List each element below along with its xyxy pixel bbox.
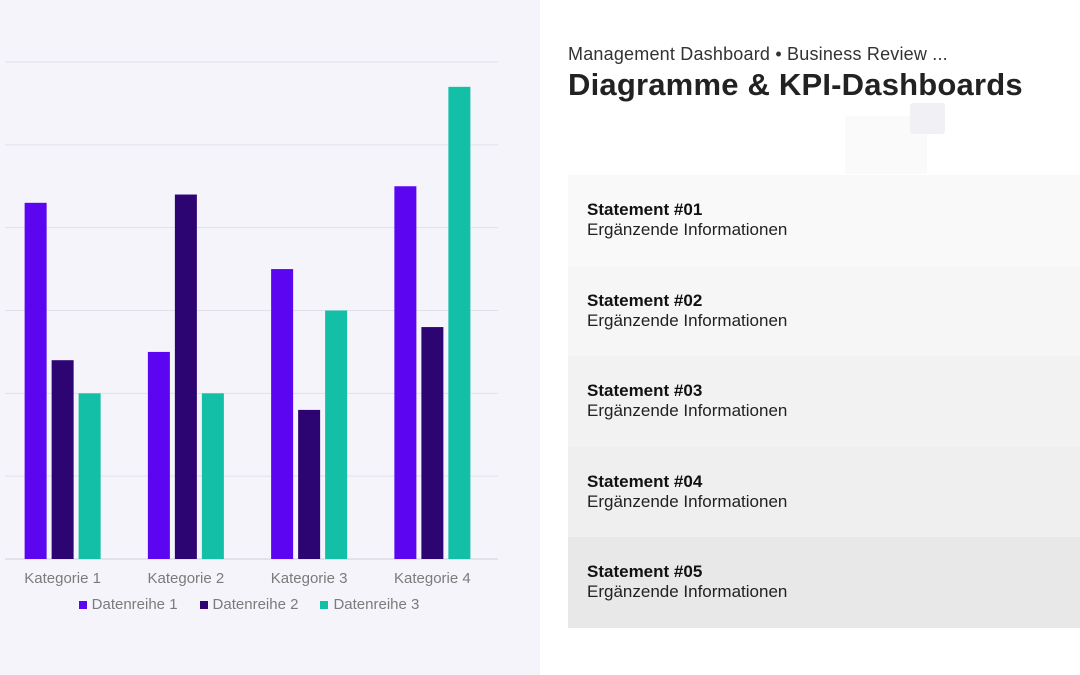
x-tick-label: Kategorie 3 — [271, 570, 348, 587]
bar-chart: Kategorie 1 Kategorie 2 Kategorie 3 Kategor… — [5, 61, 498, 587]
statement-card: Statement #03 Ergänzende Informationen — [568, 356, 1080, 447]
x-tick-label: Kategorie 1 — [24, 570, 101, 587]
statement-subtitle: Ergänzende Informationen — [587, 491, 788, 511]
bar — [394, 186, 417, 559]
x-tick-label: Kategorie 2 — [148, 570, 225, 587]
statement-title: Statement #05 — [587, 562, 703, 582]
statement-subtitle: Ergänzende Informationen — [587, 310, 788, 330]
page-subtitle: Management Dashboard • Business Review .… — [568, 44, 948, 64]
legend-swatch — [320, 600, 329, 609]
bar — [325, 310, 348, 559]
statement-subtitle: Ergänzende Informationen — [587, 582, 788, 602]
bar — [78, 393, 101, 559]
bar — [421, 327, 444, 559]
statement-card: Statement #05 Ergänzende Informationen — [568, 537, 1080, 628]
statement-card: Statement #04 Ergänzende Informationen — [568, 446, 1080, 538]
statement-title: Statement #04 — [587, 471, 703, 491]
bar — [24, 202, 47, 560]
legend-label: Datenreihe 3 — [333, 596, 420, 613]
statement-card: Statement #01 Ergänzende Informationen — [568, 175, 1080, 266]
legend-item: Datenreihe 2 — [199, 596, 299, 613]
page-header: Management Dashboard • Business Review .… — [568, 44, 1023, 103]
bar — [51, 360, 74, 559]
page-title: Diagramme & KPI-Dashboards — [568, 67, 1023, 102]
bar — [201, 393, 224, 559]
bar — [147, 351, 170, 559]
bar — [448, 86, 471, 559]
statement-subtitle: Ergänzende Informationen — [587, 220, 788, 239]
statement-list: Statement #01 Ergänzende Informationen S… — [568, 175, 1080, 628]
statement-title: Statement #03 — [587, 381, 703, 401]
legend-swatch — [78, 600, 87, 609]
legend-item: Datenreihe 3 — [320, 596, 419, 613]
bar — [174, 194, 197, 560]
decorative-block — [910, 103, 945, 134]
legend-item: Datenreihe 1 — [78, 596, 178, 613]
legend-label: Datenreihe 1 — [91, 596, 178, 613]
legend-label: Datenreihe 2 — [212, 596, 299, 613]
statement-title: Statement #01 — [587, 200, 703, 219]
x-tick-label: Kategorie 4 — [394, 570, 471, 587]
chart-legend: Datenreihe 1 Datenreihe 2 Datenreihe 3 — [0, 596, 498, 613]
statement-title: Statement #02 — [587, 290, 703, 310]
bar — [271, 269, 294, 559]
legend-swatch — [199, 600, 208, 609]
bar — [298, 409, 321, 559]
statement-card: Statement #02 Ergänzende Informationen — [568, 265, 1080, 357]
statement-subtitle: Ergänzende Informationen — [587, 401, 788, 421]
